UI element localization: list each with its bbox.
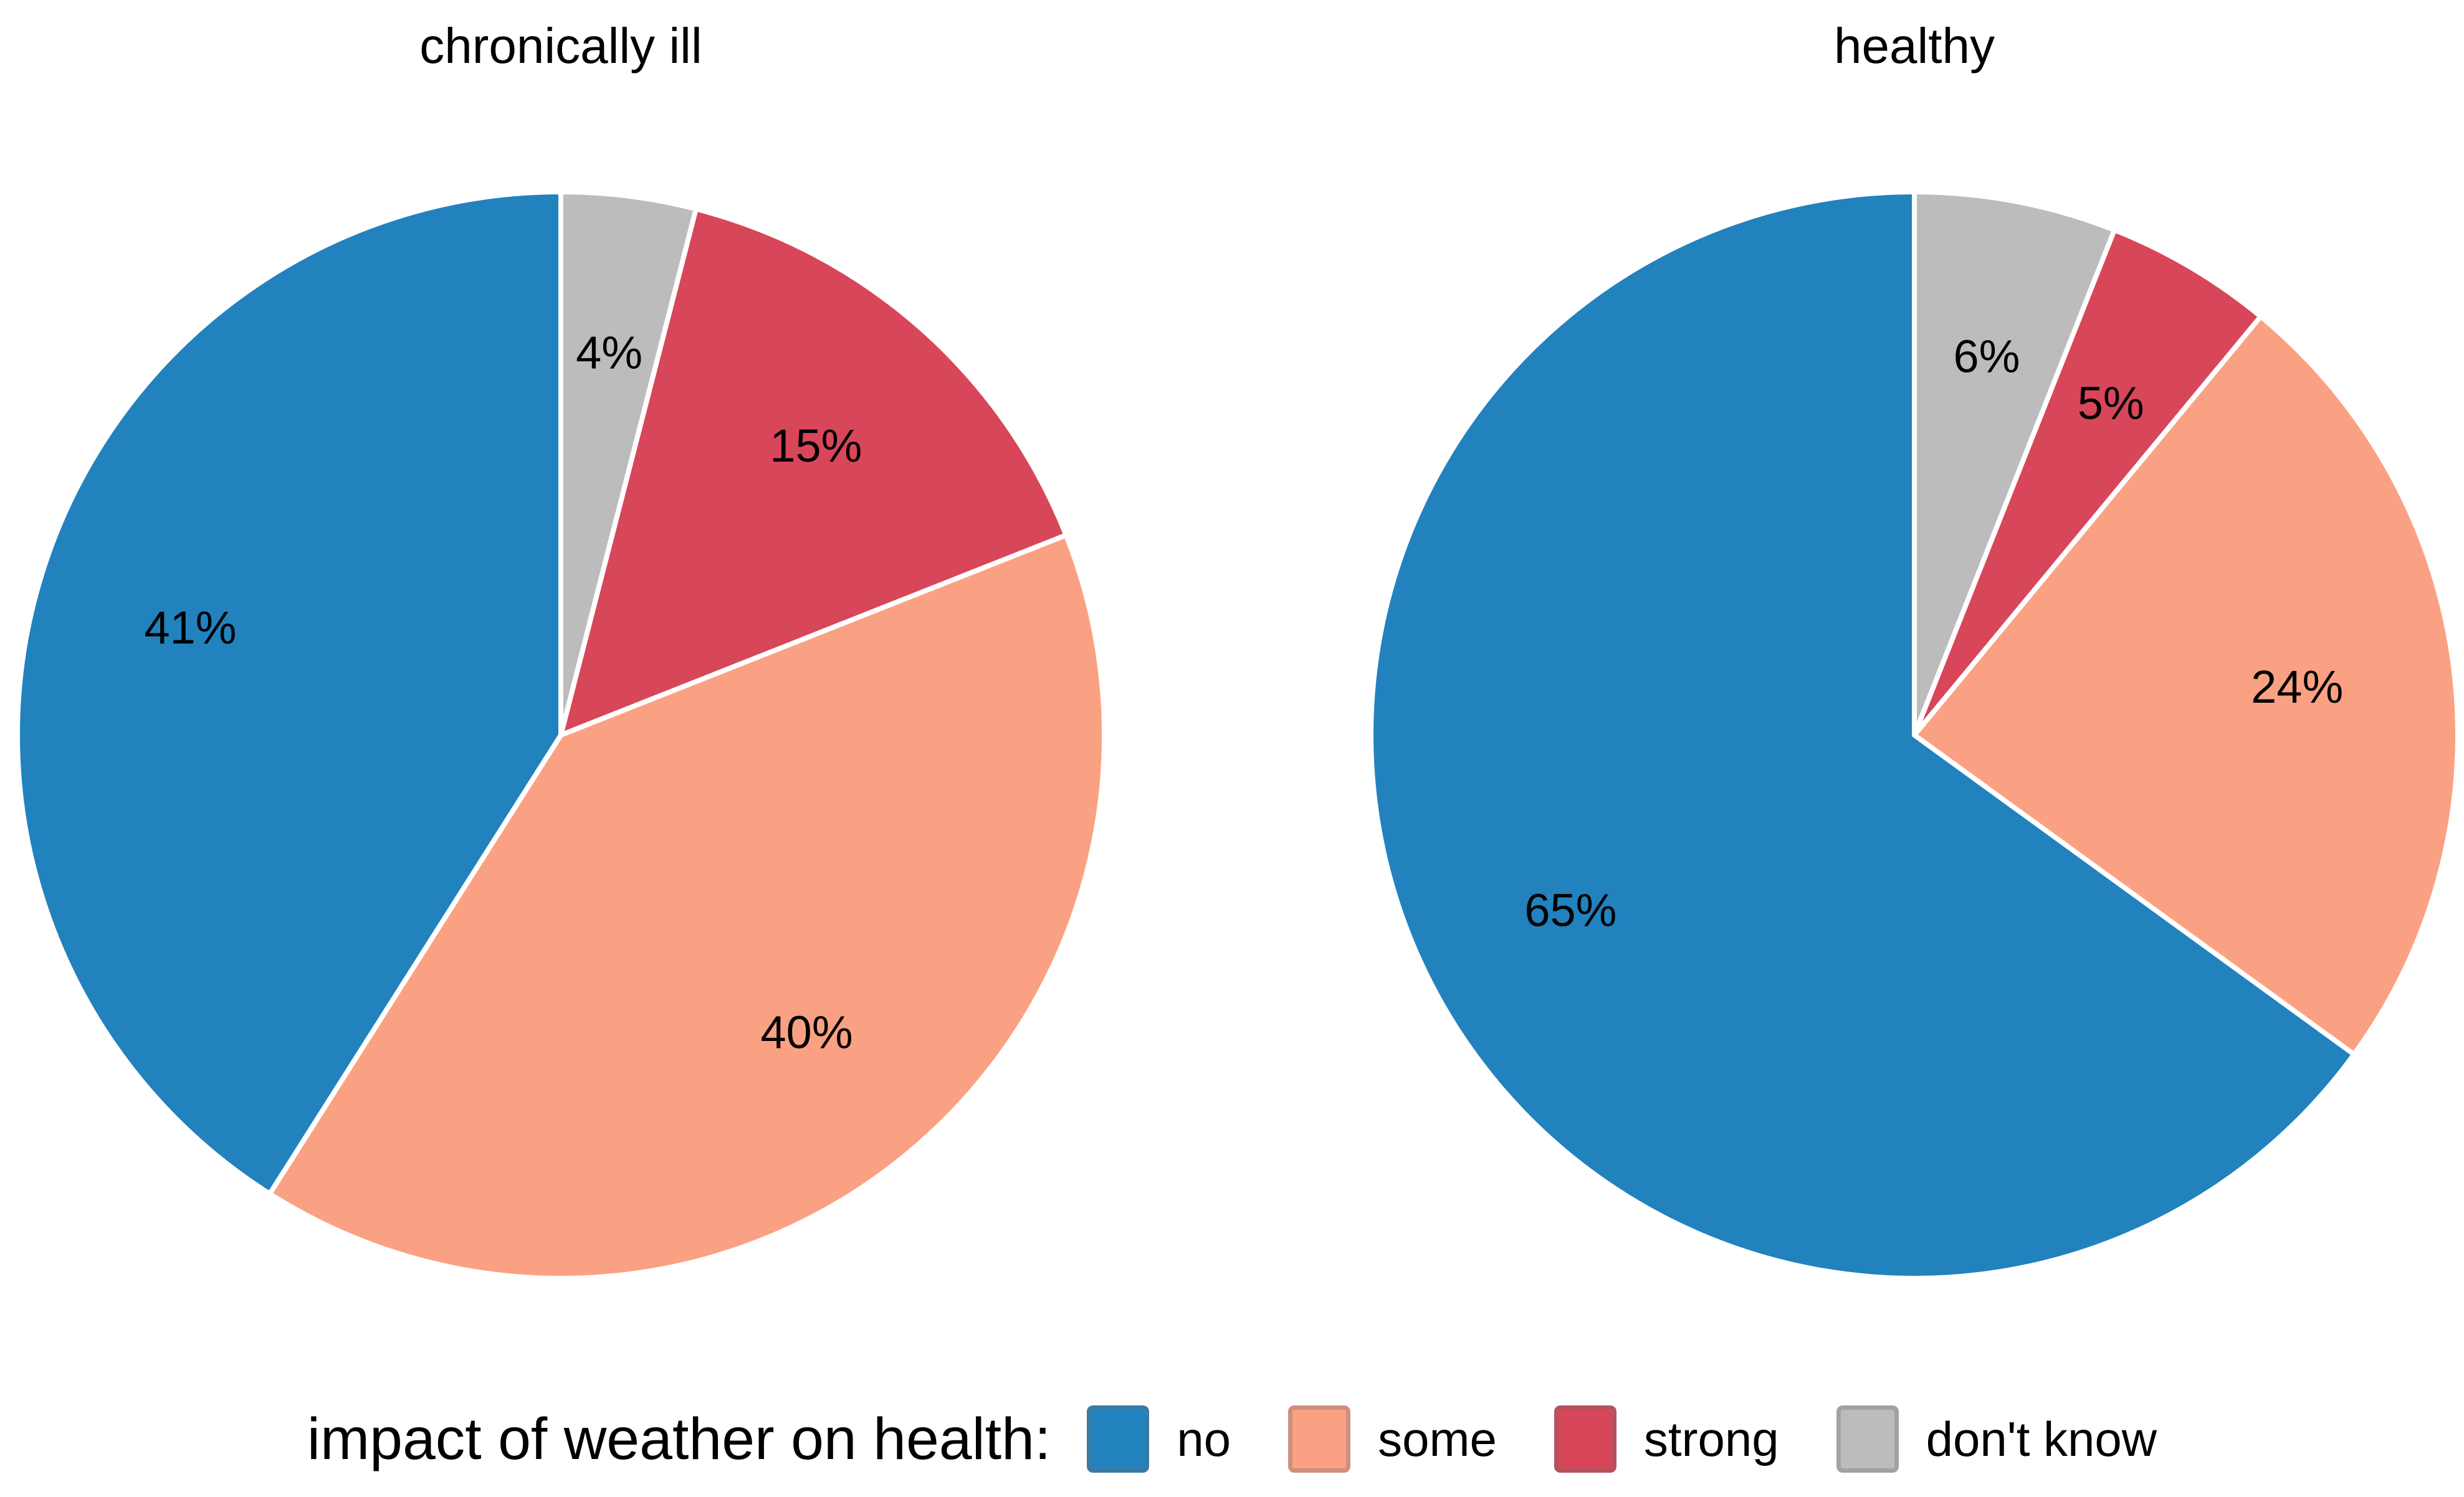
pie-0-slice-no [14, 189, 563, 1197]
pie-1-label-strong: 5% [2078, 378, 2144, 429]
pie-0-label-strong: 15% [770, 420, 862, 472]
legend-title: impact of weather on health: [307, 1405, 1051, 1472]
pie-0-slice-strong [558, 206, 1069, 738]
pie-1-label-some: 24% [2251, 661, 2343, 713]
legend-swatch-some [1288, 1405, 1351, 1473]
legend-item-some: some [1288, 1405, 1497, 1473]
pie-1-slice-don-t-know [1912, 189, 2117, 738]
legend-label-dont-know: don't know [1926, 1411, 2157, 1466]
legend-label-no: no [1177, 1411, 1231, 1466]
legend-item-strong: strong [1554, 1405, 1779, 1473]
legend: impact of weather on health: no some str… [0, 1395, 2464, 1483]
right-pie-title: healthy [1834, 18, 1995, 74]
pie-1-slice-no [1368, 189, 2357, 1281]
legend-swatch-strong [1554, 1405, 1616, 1473]
legend-label-some: some [1378, 1411, 1497, 1466]
legend-item-dont-know: don't know [1836, 1405, 2157, 1473]
legend-label-strong: strong [1643, 1411, 1779, 1466]
pie-0-slice-some [267, 533, 1107, 1281]
legend-swatch-dont-know [1836, 1405, 1899, 1473]
legend-swatch-no [1087, 1405, 1150, 1473]
pie-0-label-don-t-know: 4% [576, 326, 642, 378]
pie-1-label-don-t-know: 6% [1954, 330, 2020, 382]
legend-item-no: no [1087, 1405, 1231, 1473]
pie-0-label-no: 41% [144, 602, 236, 653]
pie-1-slice-some [1912, 314, 2460, 1057]
pie-1-label-no: 65% [1524, 885, 1616, 936]
pie-0: 4% 15% 40% 41% [14, 189, 1107, 1281]
left-pie-title: chronically ill [419, 18, 702, 74]
pie-1-slice-strong [1912, 227, 2263, 738]
pie-0-label-some: 40% [761, 1007, 853, 1058]
pie-1: 6% 5% 24% 65% [1368, 189, 2460, 1281]
